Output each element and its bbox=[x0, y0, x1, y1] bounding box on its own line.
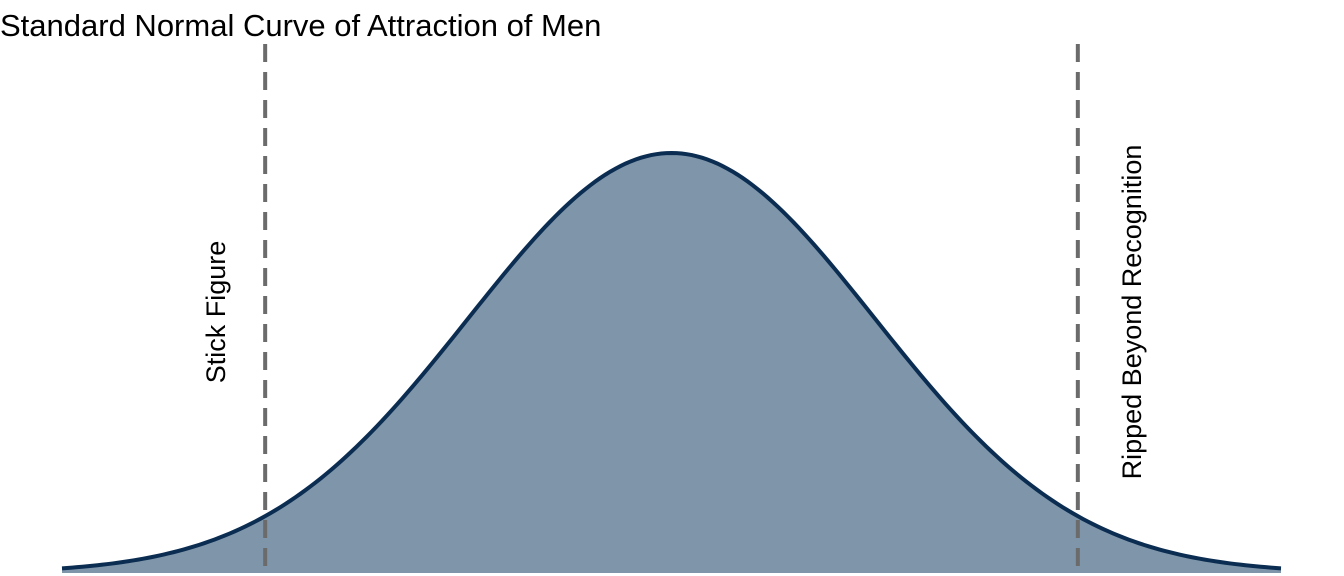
reference-lines: Stick Figure Ripped Beyond Recognition bbox=[201, 44, 1147, 576]
distribution-area bbox=[62, 153, 1281, 573]
chart-title: Standard Normal Curve of Attraction of M… bbox=[0, 8, 602, 43]
distribution-curve bbox=[61, 150, 1282, 571]
reference-line-label-2: Ripped Beyond Recognition bbox=[1117, 145, 1147, 480]
reference-line-label-1: Stick Figure bbox=[201, 241, 231, 384]
